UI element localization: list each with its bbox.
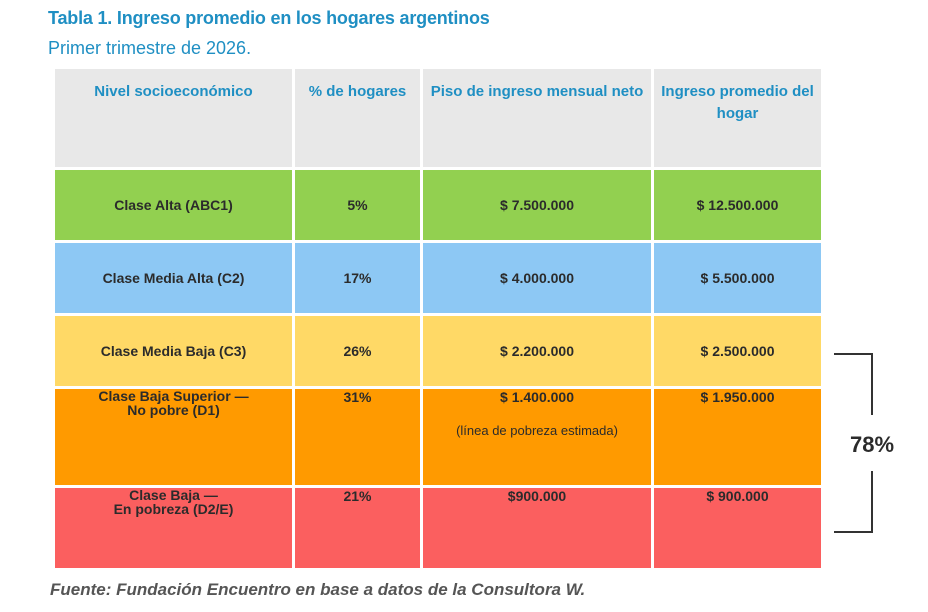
header-nivel: Nivel socioeconómico	[52, 66, 295, 170]
header-pct: % de hogares	[292, 66, 423, 170]
table-title: Tabla 1. Ingreso promedio en los hogares…	[48, 8, 490, 28]
cell-nivel-line2: No pobre (D1)	[127, 402, 220, 418]
cell-nivel: Clase Media Alta (C2)	[52, 240, 295, 316]
cell-promedio: $ 12.500.000	[651, 167, 824, 243]
poverty-line-note: (línea de pobreza estimada)	[456, 423, 618, 438]
cell-nivel-line1: Clase Baja —	[129, 487, 218, 503]
cell-piso: $900.000	[420, 485, 654, 571]
source-note: Fuente: Fundación Encuentro en base a da…	[50, 580, 586, 599]
header-promedio: Ingreso promedio del hogar	[651, 66, 824, 170]
cell-nivel: Clase Alta (ABC1)	[52, 167, 295, 243]
cell-piso: $ 7.500.000	[420, 167, 654, 243]
cell-promedio: $ 5.500.000	[651, 240, 824, 316]
table-row: Clase Baja — En pobreza (D2/E) 21% $900.…	[52, 485, 824, 571]
combined-percentage: 78%	[848, 432, 897, 458]
table-subtitle: Primer trimestre de 2026.	[48, 38, 252, 58]
table-row: Clase Media Baja (C3) 26% $ 2.200.000 $ …	[52, 313, 824, 389]
cell-promedio: $ 1.950.000	[651, 386, 824, 488]
cell-nivel-line2: En pobreza (D2/E)	[113, 501, 234, 517]
cell-pct: 5%	[292, 167, 423, 243]
income-table: Nivel socioeconómico % de hogares Piso d…	[52, 66, 824, 571]
cell-piso-value: $ 1.400.000	[500, 389, 574, 405]
table-row: Clase Media Alta (C2) 17% $ 4.000.000 $ …	[52, 240, 824, 316]
cell-pct: 17%	[292, 240, 423, 316]
cell-pct: 31%	[292, 386, 423, 488]
bracket-icon	[834, 353, 873, 533]
cell-nivel-line1: Clase Baja Superior —	[98, 388, 249, 404]
cell-piso: $ 2.200.000	[420, 313, 654, 389]
table-row: Clase Baja Superior — No pobre (D1) 31% …	[52, 386, 824, 488]
header-piso: Piso de ingreso mensual neto	[420, 66, 654, 170]
cell-piso: $ 4.000.000	[420, 240, 654, 316]
table-row: Clase Alta (ABC1) 5% $ 7.500.000 $ 12.50…	[52, 167, 824, 243]
cell-nivel: Clase Baja Superior — No pobre (D1)	[52, 386, 295, 488]
cell-promedio: $ 2.500.000	[651, 313, 824, 389]
cell-nivel: Clase Media Baja (C3)	[52, 313, 295, 389]
cell-nivel: Clase Baja — En pobreza (D2/E)	[52, 485, 295, 571]
cell-pct: 26%	[292, 313, 423, 389]
cell-piso: $ 1.400.000 (línea de pobreza estimada)	[420, 386, 654, 488]
header-row: Nivel socioeconómico % de hogares Piso d…	[52, 66, 824, 170]
cell-pct: 21%	[292, 485, 423, 571]
cell-promedio: $ 900.000	[651, 485, 824, 571]
